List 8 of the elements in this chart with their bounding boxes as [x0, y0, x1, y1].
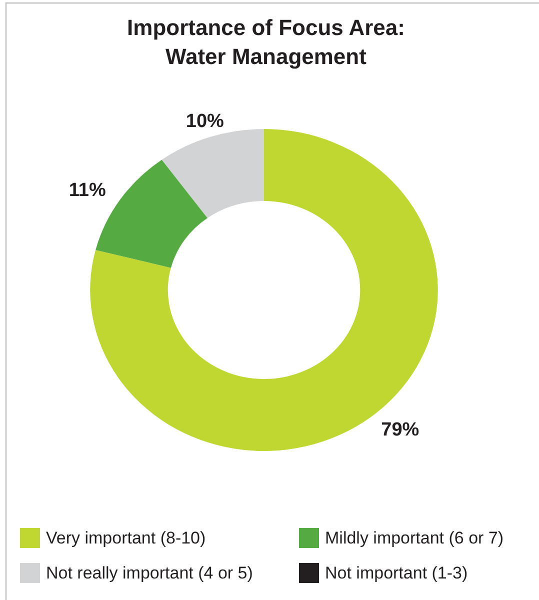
legend-label: Not really important (4 or 5): [46, 564, 253, 582]
legend-label: Very important (8-10): [46, 528, 206, 548]
legend-label: Mildly important (6 or 7): [325, 528, 504, 548]
data-label: 79%: [381, 419, 420, 440]
data-label: 10%: [186, 111, 224, 132]
chart-title: Importance of Focus Area: Water Management: [127, 15, 405, 69]
data-label: 11%: [68, 180, 106, 202]
legend-label: Not important (1-3): [325, 564, 468, 582]
